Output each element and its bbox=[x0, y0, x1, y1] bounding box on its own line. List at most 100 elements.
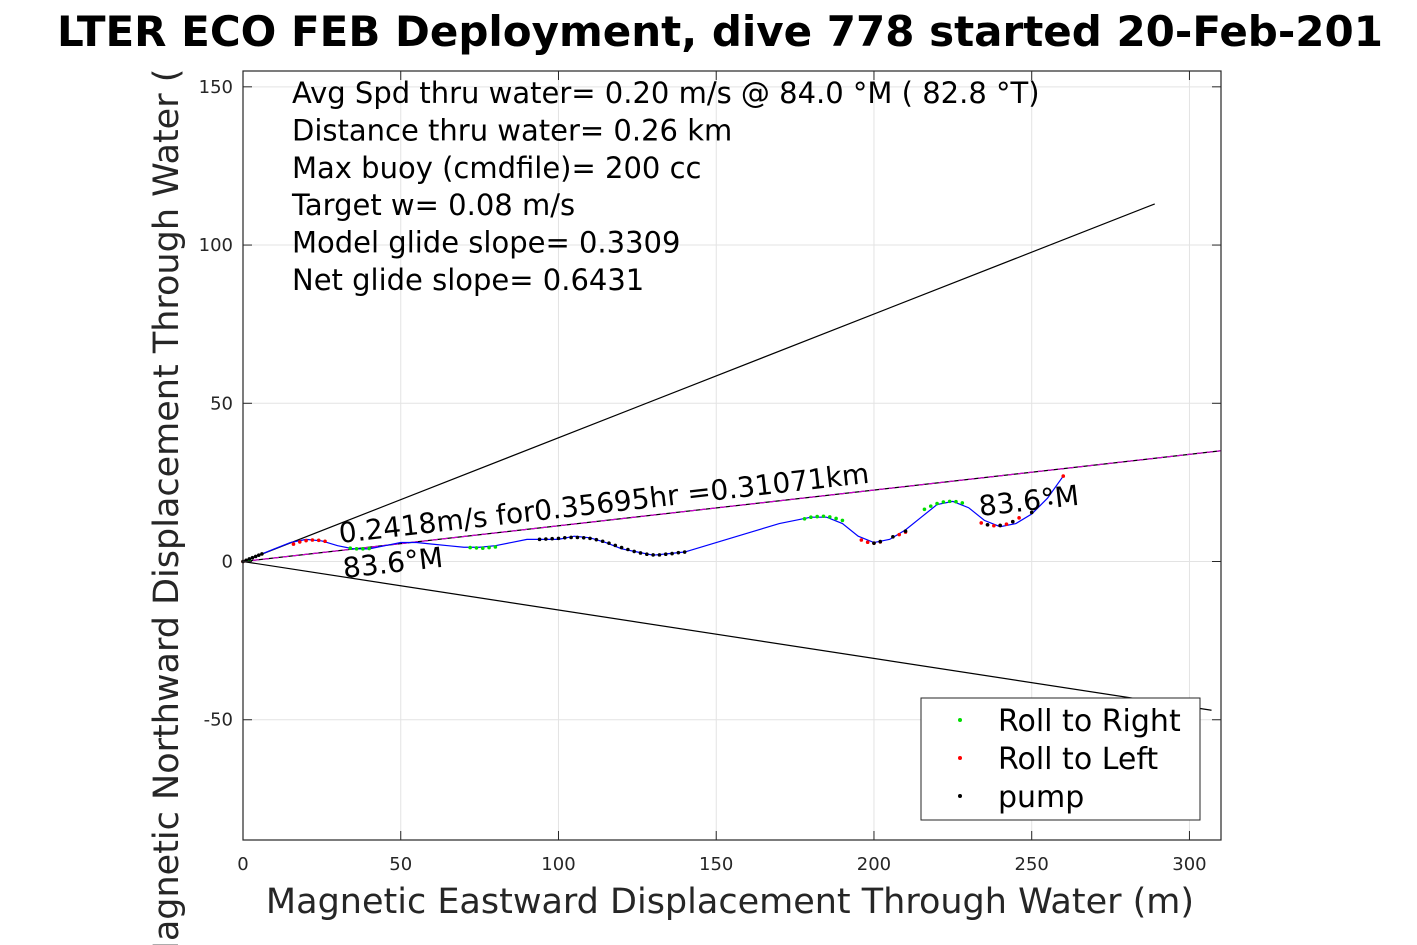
marker-point bbox=[985, 523, 990, 527]
marker-point bbox=[979, 521, 984, 525]
marker-point bbox=[998, 523, 1002, 528]
x-axis-label: Magnetic Eastward Displacement Through W… bbox=[266, 882, 1194, 922]
legend-marker bbox=[958, 794, 962, 798]
legend-label: Roll to Left bbox=[998, 742, 1158, 777]
grid bbox=[242, 71, 1221, 840]
marker-point bbox=[487, 545, 491, 550]
marker-point bbox=[903, 529, 908, 533]
legend-label: pump bbox=[998, 780, 1084, 815]
marker-point bbox=[304, 538, 308, 543]
marker-point bbox=[828, 515, 832, 519]
legend-marker bbox=[958, 756, 962, 760]
y-tick-label: 50 bbox=[210, 393, 233, 414]
marker-point bbox=[480, 546, 485, 551]
legend-marker bbox=[958, 718, 962, 722]
marker-point bbox=[657, 553, 662, 557]
x-tick-label: 150 bbox=[699, 854, 733, 875]
stat-line: Model glide slope= 0.3309 bbox=[292, 226, 680, 260]
marker-point bbox=[626, 547, 630, 552]
marker-point bbox=[897, 532, 902, 537]
marker-point bbox=[859, 538, 864, 542]
marker-point bbox=[1004, 522, 1009, 526]
marker-point bbox=[651, 553, 655, 557]
marker-point bbox=[348, 546, 353, 551]
marker-point bbox=[1048, 501, 1053, 505]
guide-line bbox=[242, 203, 1155, 563]
marker-point bbox=[544, 537, 548, 541]
marker-point bbox=[367, 546, 371, 551]
marker-point bbox=[1017, 516, 1021, 520]
markers bbox=[241, 474, 1066, 564]
marker-point bbox=[253, 554, 258, 559]
marker-point bbox=[607, 541, 611, 545]
marker-point bbox=[922, 507, 927, 512]
x-tick-label: 100 bbox=[541, 854, 575, 875]
marker-point bbox=[878, 539, 883, 544]
x-tick-label: 300 bbox=[1172, 854, 1206, 875]
marker-point bbox=[670, 551, 674, 556]
marker-point bbox=[840, 518, 845, 523]
marker-point bbox=[821, 514, 826, 519]
marker-point bbox=[638, 551, 643, 555]
marker-point bbox=[361, 547, 365, 551]
marker-point bbox=[809, 515, 813, 520]
legend-box bbox=[920, 697, 1201, 821]
ticks: 0 50 100 150 200 250 300 -50 0 50 100 150 bbox=[199, 71, 1221, 875]
marker-point bbox=[594, 537, 599, 542]
stat-line: Distance thru water= 0.26 km bbox=[292, 113, 732, 147]
marker-point bbox=[834, 516, 838, 521]
marker-point bbox=[250, 555, 255, 560]
marker-point bbox=[575, 535, 580, 540]
y-tick-label: 100 bbox=[199, 235, 233, 256]
legend-label: Roll to Right bbox=[998, 704, 1181, 739]
speed-annotation: 0.2418m/s for0.35695hr =0.31071km bbox=[337, 457, 871, 550]
marker-point bbox=[323, 539, 327, 544]
heading-end-annotation: 83.6°M bbox=[977, 479, 1081, 523]
marker-point bbox=[960, 501, 965, 505]
marker-point bbox=[954, 499, 958, 504]
marker-point bbox=[663, 552, 668, 557]
stat-line: Target w= 0.08 m/s bbox=[291, 188, 575, 222]
marker-point bbox=[550, 536, 554, 541]
marker-point bbox=[562, 535, 567, 540]
marker-point bbox=[613, 543, 618, 548]
marker-point bbox=[256, 553, 261, 557]
stat-line: Net glide slope= 0.6431 bbox=[292, 263, 644, 297]
marker-point bbox=[556, 536, 561, 541]
x-tick-label: 250 bbox=[1015, 854, 1049, 875]
y-tick-label: -50 bbox=[204, 710, 233, 731]
marker-point bbox=[493, 545, 498, 549]
chart-title: LTER ECO FEB Deployment, dive 778 starte… bbox=[57, 7, 1383, 56]
guide-line bbox=[242, 560, 1212, 711]
marker-point bbox=[310, 538, 315, 542]
marker-point bbox=[1029, 510, 1034, 515]
marker-point bbox=[682, 550, 687, 554]
marker-point bbox=[581, 535, 586, 540]
marker-point bbox=[588, 536, 592, 541]
marker-point bbox=[1010, 519, 1015, 524]
y-tick-label: 0 bbox=[222, 552, 233, 573]
marker-point bbox=[619, 545, 624, 550]
marker-point bbox=[802, 516, 807, 521]
x-tick-label: 50 bbox=[389, 854, 412, 875]
marker-point bbox=[865, 540, 870, 545]
marker-point bbox=[260, 552, 264, 556]
marker-point bbox=[941, 500, 946, 504]
marker-point bbox=[632, 549, 636, 554]
stats-text: Avg Spd thru water= 0.20 m/s @ 84.0 °M (… bbox=[291, 76, 1040, 297]
marker-point bbox=[815, 514, 819, 519]
marker-point bbox=[291, 542, 296, 546]
x-tick-label: 0 bbox=[237, 854, 248, 875]
marker-point bbox=[354, 547, 359, 551]
marker-point bbox=[676, 550, 681, 555]
marker-point bbox=[891, 535, 895, 539]
marker-point bbox=[537, 537, 542, 542]
plot-area bbox=[242, 70, 1222, 841]
marker-point bbox=[935, 501, 939, 506]
y-tick-label: 150 bbox=[199, 77, 233, 98]
marker-point bbox=[1061, 474, 1066, 478]
marker-point bbox=[645, 552, 649, 557]
guide-lines bbox=[242, 203, 1222, 711]
